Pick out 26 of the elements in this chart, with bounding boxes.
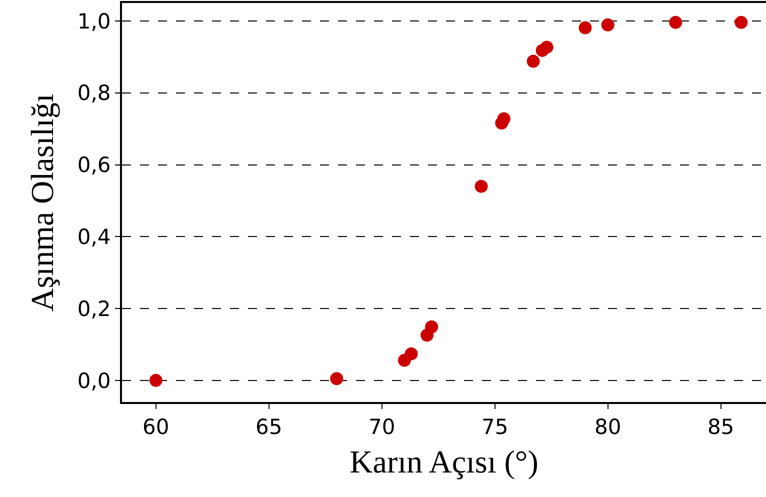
point [578,21,592,34]
x-axis-title: Karın Açısı (°) [350,444,538,480]
point [425,320,438,334]
y-tick-label: 0,0 [77,368,111,393]
x-tick-label: 85 [707,415,734,440]
point [669,16,682,29]
point [497,112,510,126]
point [330,372,344,386]
x-tick-label: 80 [594,415,622,440]
point [540,40,554,54]
x-tick-label: 70 [368,415,396,440]
y-tick-label: 0,4 [77,225,111,249]
point [149,374,162,387]
y-tick-label: 1,0 [77,9,111,34]
y-tick-label: 0,6 [77,153,111,178]
point [601,18,614,32]
x-tick-label: 65 [256,415,282,440]
y-tick-label: 0,2 [77,296,111,321]
x-tick-label: 75 [481,415,508,440]
point [526,54,540,68]
y-tick-label: 0,8 [77,81,111,106]
point [734,16,748,29]
point [404,347,418,360]
x-tick-label: 60 [142,415,170,440]
y-axis-title: Aşınma Olasılığı [24,94,60,312]
point [474,180,488,193]
